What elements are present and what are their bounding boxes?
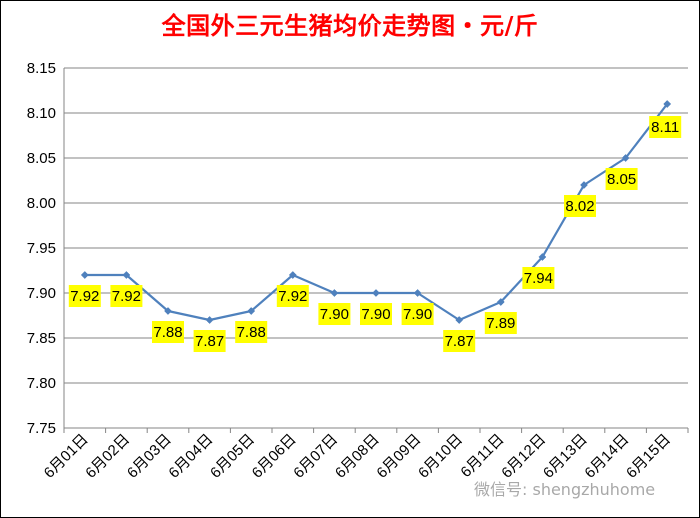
data-label-box [443,330,476,352]
y-tick-label: 8.05 [27,150,56,167]
data-label-box [110,285,143,307]
data-point [580,181,588,189]
data-point [496,298,505,306]
data-label-box [564,195,596,217]
data-label: 7.92 [70,288,99,305]
data-point [80,271,89,279]
x-tick-label: 6月13日 [540,431,591,482]
data-label: 8.05 [607,171,636,188]
data-label-box [484,312,517,334]
x-tick-label: 6月05日 [207,431,258,482]
data-label: 8.11 [651,119,679,136]
x-tick-label: 6月06日 [249,431,300,482]
x-tick-label: 6月08日 [332,431,383,482]
data-label: 7.87 [445,333,474,350]
data-label: 7.88 [237,324,266,341]
data-point [621,154,630,162]
x-tick-label: 6月09日 [373,431,424,482]
x-tick-label: 6月12日 [498,431,549,482]
y-tick-label: 7.80 [27,375,56,392]
data-label: 7.92 [278,288,307,305]
x-tick-label: 6月15日 [623,431,674,482]
data-label-box [276,285,309,307]
data-point [205,316,214,324]
data-point [330,289,339,297]
data-label: 8.02 [565,198,594,215]
x-tick-label: 6月03日 [124,431,175,482]
data-label: 7.89 [486,315,515,332]
data-point [164,307,172,315]
data-label-box [235,321,268,343]
data-label: 7.94 [524,270,553,287]
data-label-box [193,330,226,352]
data-point [413,289,422,297]
x-tick-label: 6月02日 [82,431,133,482]
data-label-box [68,285,101,307]
x-tick-label: 6月01日 [41,431,92,482]
data-label-box [318,303,351,325]
data-point [663,100,672,108]
x-tick-label: 6月14日 [581,431,632,482]
data-label: 7.90 [403,306,432,323]
data-label: 7.92 [112,288,141,305]
y-tick-label: 7.75 [27,420,56,437]
watermark-text: 微信号: shengzhuhome [474,480,656,499]
y-tick-label: 8.15 [27,60,56,77]
y-tick-label: 7.85 [27,330,56,347]
data-label: 7.87 [195,333,224,350]
data-point [122,271,131,279]
data-point [247,307,256,315]
x-tick-label: 6月07日 [290,431,341,482]
y-tick-label: 7.90 [27,285,56,302]
data-point [538,253,547,261]
data-point [372,289,380,297]
data-label: 7.88 [153,324,182,341]
data-label: 7.90 [320,306,349,323]
x-tick-label: 6月10日 [415,431,466,482]
y-tick-label: 8.00 [27,195,56,212]
chart-title: 全国外三元生猪均价走势图・元/斤 [161,11,539,40]
data-point [288,271,297,279]
data-label-box [522,267,555,289]
data-label-box [605,168,638,190]
data-point [455,316,464,324]
data-label-box [152,321,184,343]
data-label-box [360,303,392,325]
x-tick-label: 6月11日 [457,431,507,481]
y-tick-label: 7.95 [27,240,56,257]
data-label: 7.90 [361,306,390,323]
y-tick-label: 8.10 [27,105,56,122]
data-label-box [401,303,434,325]
x-tick-label: 6月04日 [165,431,216,482]
data-label-box [649,116,682,138]
